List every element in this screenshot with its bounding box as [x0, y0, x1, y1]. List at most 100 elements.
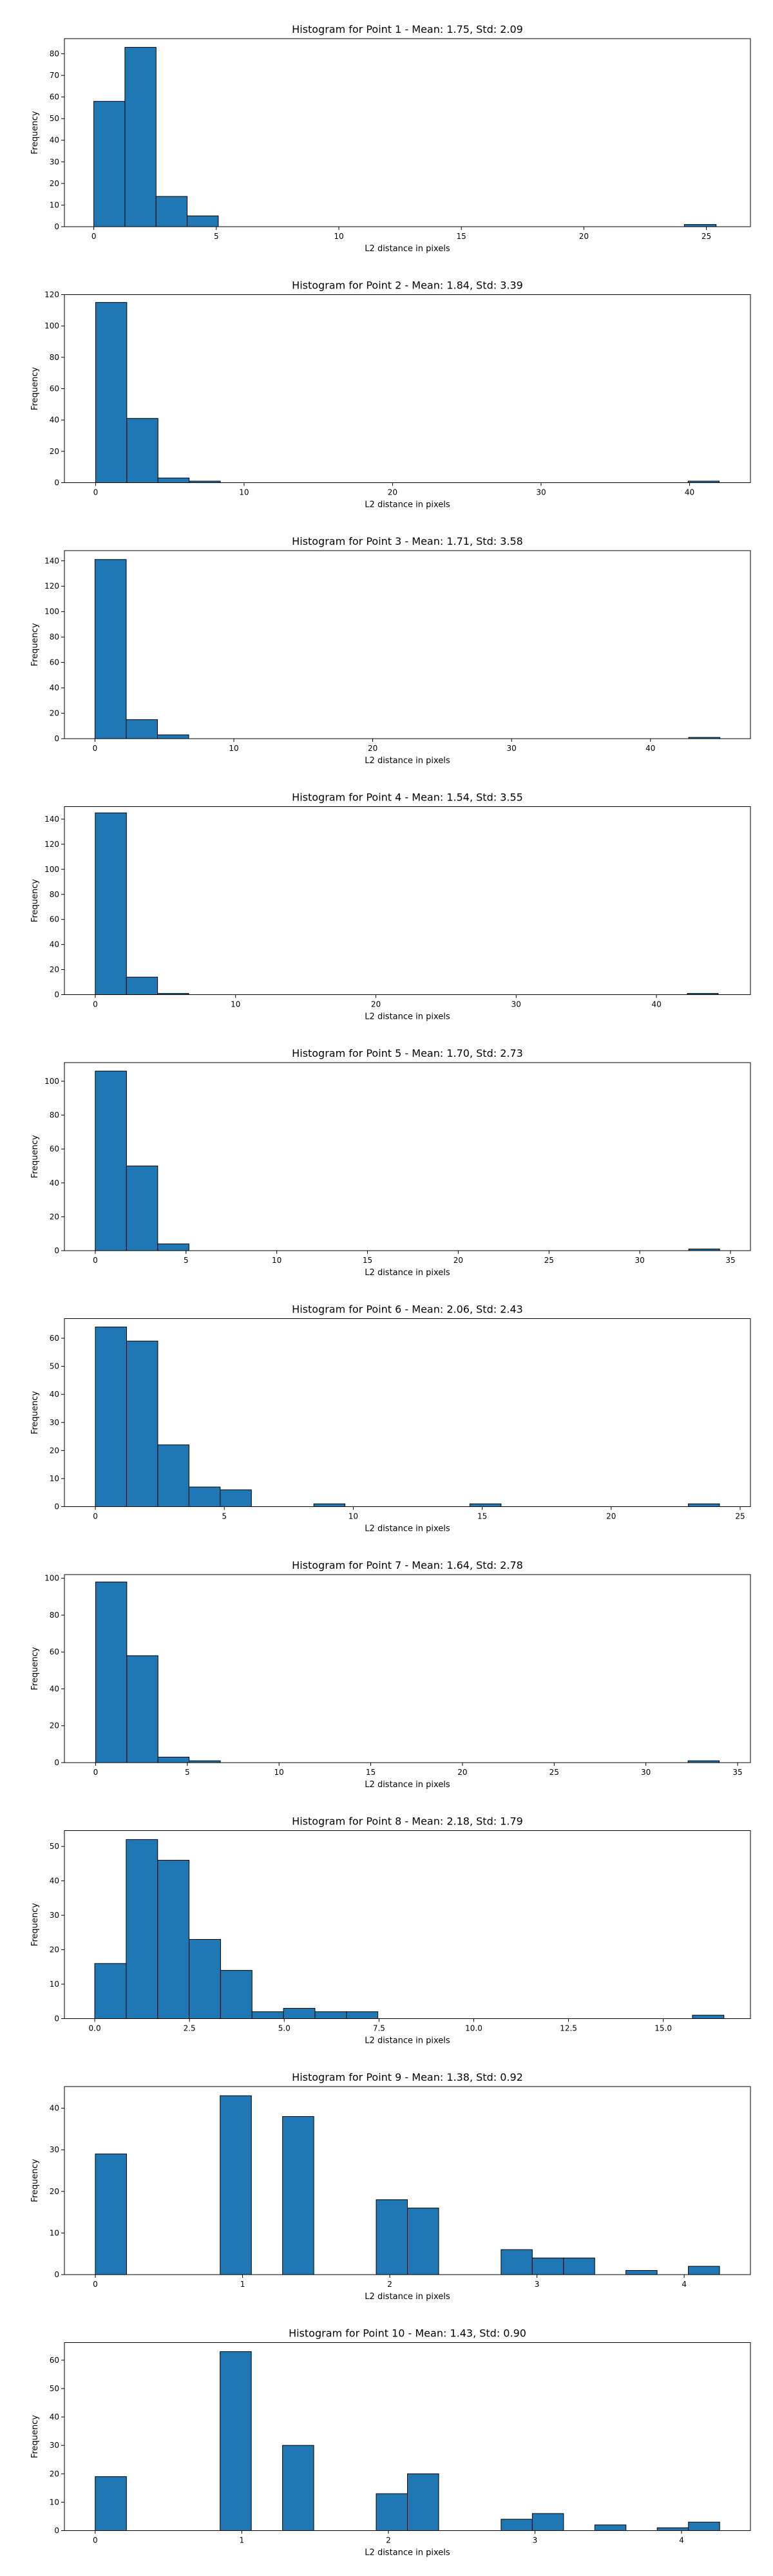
x-tick-label: 7.5 — [373, 2024, 385, 2033]
y-tick-label: 30 — [50, 2441, 59, 2450]
y-tick-label: 10 — [50, 200, 59, 209]
x-tick-label: 0 — [93, 488, 99, 497]
plot-frame — [64, 1318, 751, 1507]
y-tick-label: 60 — [50, 915, 59, 924]
x-tick-label: 5 — [185, 1768, 190, 1777]
y-tick-label: 10 — [50, 2497, 59, 2506]
plot-frame — [64, 2086, 751, 2275]
y-tick-label: 20 — [50, 965, 59, 974]
y-tick-label: 120 — [44, 840, 59, 849]
y-tick-label: 20 — [50, 2469, 59, 2478]
x-tick-label: 4 — [679, 2536, 684, 2545]
plot-frame — [64, 1830, 751, 2019]
y-tick-label: 20 — [50, 1721, 59, 1730]
histogram-4: Histogram for Point 4 - Mean: 1.54, Std:… — [30, 791, 751, 1022]
plot-frame — [64, 2342, 751, 2531]
y-tick-label: 50 — [50, 114, 59, 123]
histogram-bar — [95, 812, 127, 995]
x-tick-label: 15 — [457, 232, 466, 241]
y-tick-label: 40 — [50, 2104, 59, 2113]
plot-frame — [64, 806, 751, 995]
x-tick-label: 10 — [334, 232, 343, 241]
histogram-bar — [126, 1165, 158, 1251]
x-tick-label: 10 — [348, 1512, 358, 1521]
histogram-9: Histogram for Point 9 - Mean: 1.38, Std:… — [30, 2071, 751, 2302]
histogram-bar — [407, 2473, 439, 2531]
x-tick-label: 25 — [549, 1768, 559, 1777]
y-tick-label: 10 — [50, 1980, 59, 1989]
histogram-bar — [501, 2249, 533, 2275]
x-tick-label: 10.0 — [465, 2024, 482, 2033]
y-tick-label: 140 — [44, 556, 59, 565]
x-tick-label: 10 — [239, 488, 249, 497]
x-tick-label: 2 — [387, 2280, 392, 2289]
y-tick-label: 10 — [50, 2228, 59, 2237]
y-tick-label: 50 — [50, 1842, 59, 1851]
histogram-bar — [688, 1503, 720, 1508]
x-axis-label: L2 distance in pixels — [365, 1268, 450, 1278]
histogram-bar — [376, 2199, 408, 2275]
x-axis-label: L2 distance in pixels — [365, 2548, 450, 2558]
x-axis-label: L2 distance in pixels — [365, 1524, 450, 1534]
y-tick-label: 80 — [50, 632, 59, 641]
histogram-bar — [157, 1859, 190, 2019]
y-tick-label: 80 — [50, 890, 59, 899]
y-tick-label: 80 — [50, 1611, 59, 1620]
y-tick-label: 0 — [54, 990, 59, 999]
y-tick-label: 60 — [50, 384, 59, 393]
x-tick-label: 30 — [641, 1768, 651, 1777]
y-axis-label: Frequency — [30, 1135, 40, 1178]
y-tick-label: 30 — [50, 1911, 59, 1920]
plot-frame — [64, 1062, 751, 1251]
y-axis-label: Frequency — [30, 2159, 40, 2202]
y-tick-label: 40 — [50, 415, 59, 424]
chart-title: Histogram for Point 4 - Mean: 1.54, Std:… — [292, 791, 523, 804]
y-tick-label: 10 — [50, 1474, 59, 1483]
y-tick-label: 0 — [54, 2014, 59, 2023]
y-tick-label: 0 — [54, 1502, 59, 1511]
y-tick-label: 120 — [44, 582, 59, 591]
x-tick-label: 20 — [368, 744, 377, 753]
histogram-bar — [407, 2208, 439, 2275]
histogram-bar — [95, 1070, 127, 1251]
y-tick-label: 20 — [50, 1946, 59, 1955]
y-tick-label: 50 — [50, 1362, 59, 1371]
histogram-bar — [126, 418, 158, 484]
x-tick-label: 0 — [93, 744, 98, 753]
chart-title: Histogram for Point 2 - Mean: 1.84, Std:… — [292, 279, 523, 292]
x-tick-label: 0 — [91, 232, 97, 241]
histogram-bar — [283, 2007, 316, 2020]
x-tick-label: 1 — [240, 2536, 245, 2545]
y-tick-label: 20 — [50, 1212, 59, 1221]
histogram-bar — [126, 1340, 158, 1508]
x-tick-label: 0 — [93, 1512, 98, 1521]
y-axis-label: Frequency — [30, 623, 40, 666]
chart-title: Histogram for Point 3 - Mean: 1.71, Std:… — [292, 535, 523, 547]
x-tick-label: 30 — [635, 1256, 644, 1265]
y-tick-label: 40 — [50, 1877, 59, 1886]
x-tick-label: 5 — [184, 1256, 189, 1265]
y-tick-label: 0 — [54, 2270, 59, 2279]
y-tick-label: 40 — [50, 2412, 59, 2421]
chart-title: Histogram for Point 7 - Mean: 1.64, Std:… — [292, 1559, 523, 1571]
y-axis-label: Frequency — [30, 1903, 40, 1946]
y-tick-label: 60 — [50, 2356, 59, 2365]
histogram-5: Histogram for Point 5 - Mean: 1.70, Std:… — [30, 1047, 751, 1278]
histogram-bar — [594, 2524, 627, 2531]
histogram-bar — [95, 2476, 127, 2532]
y-tick-label: 20 — [50, 2187, 59, 2196]
y-tick-label: 80 — [50, 353, 59, 362]
y-tick-label: 140 — [44, 815, 59, 824]
histogram-bar — [94, 1963, 127, 2019]
histogram-3: Histogram for Point 3 - Mean: 1.71, Std:… — [30, 535, 751, 766]
histogram-bar — [126, 1839, 158, 2020]
histogram-bar — [220, 2351, 252, 2531]
y-tick-label: 100 — [44, 1574, 59, 1583]
y-tick-label: 40 — [50, 1179, 59, 1188]
x-tick-label: 30 — [507, 744, 517, 753]
x-tick-label: 15 — [477, 1512, 487, 1521]
y-tick-label: 60 — [50, 1334, 59, 1343]
histogram-bar — [282, 2116, 314, 2275]
y-axis-label: Frequency — [30, 1391, 40, 1434]
histogram-bar — [94, 559, 127, 739]
